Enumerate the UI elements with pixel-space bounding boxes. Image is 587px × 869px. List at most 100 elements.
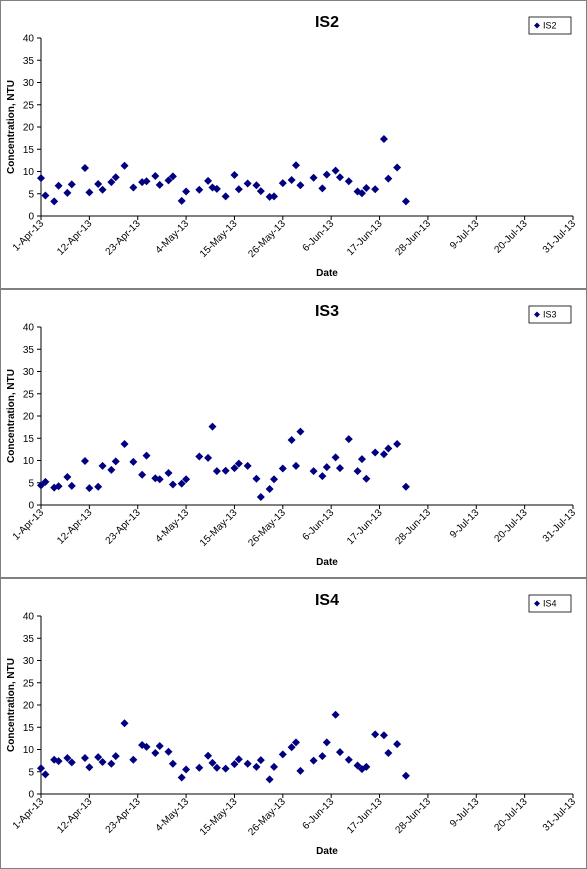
data-point [362,762,371,771]
y-tick-label: 35 [23,56,35,67]
data-point [142,177,151,186]
data-point [54,482,63,491]
data-point [296,181,305,190]
legend-box [528,305,572,324]
data-point [177,773,186,782]
x-tick-label: 15-May-13 [198,796,240,838]
y-tick-label: 10 [23,167,35,178]
x-tick-label: 15-May-13 [198,218,240,260]
y-tick-label: 30 [23,656,35,667]
data-point [371,730,380,739]
y-axis-label: Concentration, NTU [6,369,17,463]
x-tick-label: 6-Jun-13 [301,507,337,543]
y-tick-label: 30 [23,367,35,378]
data-point [155,741,164,750]
chart-title: IS4 [315,592,339,609]
data-point [234,459,243,468]
data-point [204,453,213,462]
y-tick-label: 10 [23,456,35,467]
chart-is3: IS3 0 5 10 15 20 25 30 35 40 1-Apr-13 12-Apr-13 23-A… [6,303,578,568]
data-point [309,756,318,765]
data-point [94,482,103,491]
x-tick-label: 9-Jul-13 [448,218,482,252]
y-tick-label: 30 [23,78,35,89]
data-point [401,482,410,491]
legend: IS2 [528,16,572,35]
data-point [379,731,388,740]
data-point [37,174,45,183]
data-point [37,764,45,773]
data-point [164,176,173,185]
data-point [182,187,191,196]
data-point [331,710,340,719]
data-point [41,191,50,200]
data-point [142,451,151,460]
data-point [393,440,402,449]
y-tick-label: 20 [23,412,35,423]
y-tick-label: 5 [28,478,34,489]
data-point [129,183,138,192]
data-point [230,171,239,180]
data-point [54,181,63,190]
data-point [155,180,164,189]
data-point [252,762,261,771]
data-point [155,475,164,484]
data-point [168,480,177,489]
y-tick-label: 15 [23,434,35,445]
data-point [401,197,410,206]
x-tick-label: 31-Jul-13 [541,218,579,256]
legend-label: IS3 [543,310,557,320]
data-point [182,475,191,484]
data-point [270,475,279,484]
data-point [344,755,353,764]
x-tick-label: 1-Apr-13 [11,507,47,543]
data-point [393,740,402,749]
data-point [212,184,221,193]
data-point [168,172,177,181]
legend-marker [534,22,540,29]
y-tick-label: 25 [23,678,35,689]
x-tick-label: 26-May-13 [246,507,288,549]
x-tick-label: 9-Jul-13 [448,507,482,541]
x-tick-label: 17-Jun-13 [345,218,385,258]
data-point [182,765,191,774]
x-tick-label: 1-Apr-13 [11,796,47,832]
data-point [362,183,371,192]
data-point [204,751,213,760]
data-point [63,753,72,762]
data-point [335,173,344,182]
y-tick-label: 5 [28,189,34,200]
x-axis-label: Date [316,846,338,857]
x-tick-label: 28-Jun-13 [393,796,433,836]
data-point [107,178,116,187]
data-point [243,461,252,470]
x-tick-label: 12-Apr-13 [55,218,95,258]
x-axis-label: Date [316,557,338,568]
y-tick-label: 25 [23,100,35,111]
x-tick-label: 15-May-13 [198,507,240,549]
data-point [234,755,243,764]
data-point [287,175,296,184]
data-point [278,464,287,473]
data-point [177,479,186,488]
x-axis-label: Date [316,268,338,279]
data-point [252,474,261,483]
y-tick-label: 35 [23,634,35,645]
data-point [362,474,371,483]
data-point [278,750,287,759]
data-point [67,180,76,189]
data-point [208,422,217,431]
data-point [164,468,173,477]
data-point [195,452,204,461]
x-tick-label: 12-Apr-13 [55,796,95,836]
legend-label: IS2 [543,21,557,31]
data-point [309,173,318,182]
y-tick-label: 0 [28,501,34,512]
data-point [353,761,362,770]
data-point [41,477,50,486]
data-point [331,453,340,462]
y-axis-label: Concentration, NTU [6,80,17,174]
data-point [296,427,305,436]
x-tick-label: 4-May-13 [154,507,192,545]
x-tick-label: 12-Apr-13 [55,507,95,547]
